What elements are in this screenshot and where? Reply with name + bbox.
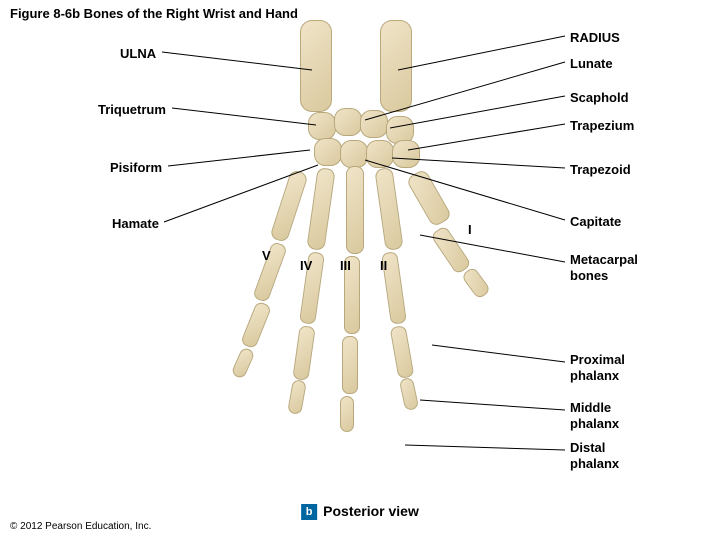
bone-label: Middle phalanx bbox=[570, 400, 650, 431]
bone-label: Pisiform bbox=[110, 160, 162, 175]
roman-numeral: II bbox=[380, 258, 387, 273]
bone-label: Scaphold bbox=[570, 90, 629, 105]
hand-diagram bbox=[220, 30, 500, 500]
bone-label: Hamate bbox=[112, 216, 159, 231]
caption-letter-box: b bbox=[301, 504, 317, 520]
bone-label: Lunate bbox=[570, 56, 613, 71]
bone-label: Capitate bbox=[570, 214, 621, 229]
bone-label: Trapezium bbox=[570, 118, 634, 133]
bone-label: Metacarpal bones bbox=[570, 252, 670, 283]
figure-caption: b Posterior view bbox=[301, 503, 419, 520]
roman-numeral: IV bbox=[300, 258, 312, 273]
bone-label: ULNA bbox=[120, 46, 156, 61]
figure-title: Figure 8-6b Bones of the Right Wrist and… bbox=[10, 6, 298, 21]
bone-label: RADIUS bbox=[570, 30, 620, 45]
bone-label: Trapezoid bbox=[570, 162, 631, 177]
bone-label: Proximal phalanx bbox=[570, 352, 650, 383]
caption-text: Posterior view bbox=[323, 503, 419, 519]
roman-numeral: I bbox=[468, 222, 472, 237]
bone-label: Triquetrum bbox=[98, 102, 166, 117]
copyright-text: © 2012 Pearson Education, Inc. bbox=[10, 521, 151, 532]
roman-numeral: III bbox=[340, 258, 351, 273]
bone-label: Distal phalanx bbox=[570, 440, 650, 471]
roman-numeral: V bbox=[262, 248, 271, 263]
